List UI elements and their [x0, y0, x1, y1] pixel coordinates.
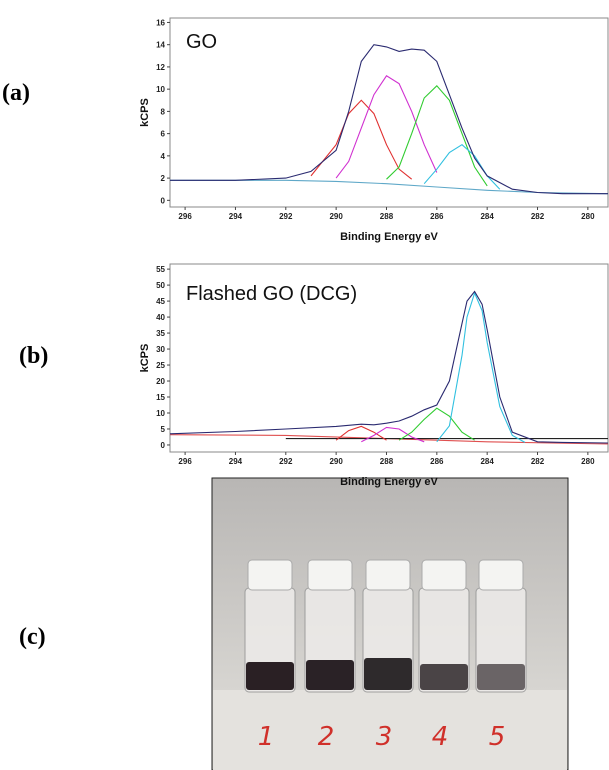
y-tick-label: 4	[161, 152, 166, 161]
panel-label: (a)	[2, 80, 30, 106]
y-tick-label: 35	[156, 329, 165, 338]
vial-liquid	[364, 658, 412, 690]
chart-annotation: GO	[186, 31, 217, 53]
y-tick-label: 12	[156, 63, 165, 72]
x-axis-title: Binding Energy eV	[340, 231, 438, 243]
x-tick-label: 280	[581, 212, 595, 221]
x-tick-label: 282	[531, 457, 545, 466]
y-tick-label: 45	[156, 297, 165, 306]
y-tick-label: 10	[156, 409, 165, 418]
x-axis-title: Binding Energy eV	[340, 476, 438, 488]
panel-label: (b)	[19, 343, 49, 369]
x-tick-label: 284	[480, 457, 494, 466]
x-tick-label: 294	[229, 212, 243, 221]
x-tick-label: 288	[380, 212, 394, 221]
vial-label: 1	[258, 722, 275, 752]
x-tick-label: 296	[178, 212, 192, 221]
vial-liquid	[420, 664, 468, 690]
y-tick-label: 50	[156, 281, 165, 290]
photo: 1 2 3 4 5	[211, 477, 569, 770]
spectrum-line	[361, 426, 425, 443]
y-tick-label: 25	[156, 361, 165, 370]
y-tick-label: 0	[161, 441, 166, 450]
spectrum-line	[398, 407, 475, 441]
plot-frame	[169, 17, 609, 208]
y-tick-label: 10	[156, 85, 165, 94]
spectrum-line	[335, 425, 387, 441]
vial-cap	[365, 559, 411, 591]
panel-label: (c)	[19, 624, 46, 650]
y-tick-label: 16	[156, 18, 165, 27]
vial-cap	[247, 559, 293, 591]
y-tick-label: 2	[161, 174, 166, 183]
x-tick-label: 284	[480, 212, 494, 221]
x-tick-label: 292	[279, 212, 293, 221]
spectrum-line	[170, 44, 608, 195]
y-tick-label: 0	[161, 196, 166, 205]
y-tick-label: 20	[156, 377, 165, 386]
x-tick-label: 290	[329, 212, 343, 221]
vials: 1 2 3 4 5	[244, 559, 527, 752]
x-tick-label: 286	[430, 457, 444, 466]
x-tick-label: 296	[178, 457, 192, 466]
vial-liquid	[477, 664, 525, 690]
vial-cap	[307, 559, 353, 591]
y-tick-label: 14	[156, 41, 165, 50]
y-tick-label: 30	[156, 345, 165, 354]
y-tick-label: 15	[156, 393, 165, 402]
spectrum-line	[310, 99, 413, 180]
spectrum-line	[170, 179, 608, 195]
chart-annotation: Flashed GO (DCG)	[186, 283, 357, 305]
plot-frame	[169, 263, 609, 453]
vial-liquid	[246, 662, 294, 690]
y-axis-title: kCPS	[139, 98, 151, 127]
spectrum-line	[170, 290, 608, 444]
x-tick-label: 280	[581, 457, 595, 466]
vial-label: 2	[318, 722, 335, 752]
x-tick-label: 292	[279, 457, 293, 466]
x-tick-label: 294	[229, 457, 243, 466]
y-axis-title: kCPS	[139, 344, 151, 373]
y-tick-label: 5	[161, 425, 166, 434]
spectrum-line	[335, 75, 438, 179]
x-tick-label: 286	[430, 212, 444, 221]
y-tick-label: 6	[161, 130, 166, 139]
vial-label: 3	[376, 722, 393, 752]
vial-label: 4	[432, 722, 449, 752]
vial-liquid	[306, 660, 354, 690]
vial-cap	[421, 559, 467, 591]
y-tick-label: 40	[156, 313, 165, 322]
x-tick-label: 288	[380, 457, 394, 466]
vial-label: 5	[489, 722, 506, 752]
spectrum-line	[386, 85, 488, 187]
x-tick-label: 290	[329, 457, 343, 466]
y-tick-label: 8	[161, 107, 166, 116]
spectrum-line	[436, 291, 526, 443]
table-surface	[213, 690, 567, 770]
vial-cap	[478, 559, 524, 591]
y-tick-label: 55	[156, 265, 165, 274]
x-tick-label: 282	[531, 212, 545, 221]
